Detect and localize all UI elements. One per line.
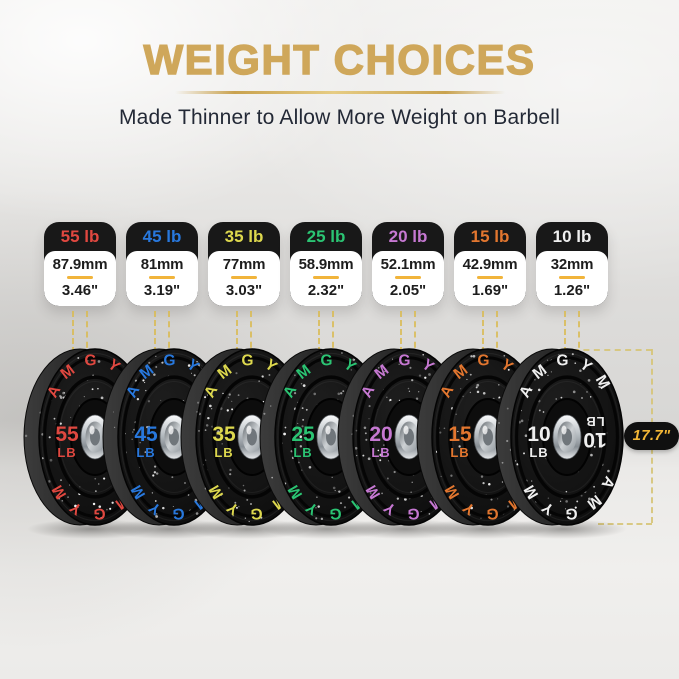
connector-dash-line [564, 311, 566, 353]
plate-weight-unit: LB [214, 445, 233, 460]
connector-dash-line [72, 311, 74, 353]
plate-weight-number: 45 [134, 423, 158, 446]
thickness-mm: 52.1mm [380, 256, 436, 273]
connector-dash-line [578, 311, 580, 358]
weight-label: 55 lb [60, 227, 100, 246]
connector-dash-line [86, 311, 88, 358]
title-underline [174, 91, 505, 94]
thickness-spec: 87.9mm 3.46" [44, 251, 116, 306]
connector-dash-line [414, 311, 416, 358]
plate-weight-unit: LB [57, 445, 76, 460]
spec-badges-row: 55 lb 87.9mm 3.46" 45 lb 81mm 3.19" 35 lb 77mm 3… [0, 222, 679, 310]
connector-dash-line [168, 311, 170, 358]
weight-label: 25 lb [306, 227, 346, 246]
plate-weight-number: 25 [291, 423, 315, 446]
plate-weight-unit: LB [450, 445, 469, 460]
weight-label: 10 lb [552, 227, 592, 246]
plate-weight-number: 15 [448, 423, 472, 446]
weight-label: 15 lb [470, 227, 510, 246]
plate-weight-number: 10 [527, 423, 550, 446]
plate-weight-number: 20 [369, 423, 392, 446]
spec-divider [477, 276, 503, 279]
spec-divider [149, 276, 175, 279]
steel-hub [394, 414, 424, 460]
thickness-spec: 58.9mm 2.32" [290, 251, 362, 306]
thickness-inch: 2.05" [389, 282, 427, 299]
spec-badge-15lb: 15 lb 42.9mm 1.69" [454, 222, 526, 306]
spec-badge-35lb: 35 lb 77mm 3.03" [208, 222, 280, 306]
thickness-inch: 3.03" [225, 282, 263, 299]
plate-weight-unit: LB [136, 445, 155, 460]
spec-badge-20lb: 20 lb 52.1mm 2.05" [372, 222, 444, 306]
diameter-badge: 17.7" [624, 422, 679, 450]
plate-weight-number: 35 [212, 423, 236, 446]
connector-dash-line [236, 311, 238, 353]
thickness-spec: 32mm 1.26" [536, 251, 608, 306]
diameter-bracket-top-line [573, 349, 652, 351]
spec-divider [67, 276, 93, 279]
connector-dash-line [400, 311, 402, 353]
thickness-inch: 1.26" [553, 282, 591, 299]
thickness-inch: 3.19" [143, 282, 181, 299]
diameter-bracket-bottom-line [598, 523, 652, 525]
thickness-inch: 2.32" [307, 282, 345, 299]
spec-badge-10lb: 10 lb 32mm 1.26" [536, 222, 608, 306]
thickness-mm: 81mm [140, 256, 184, 273]
spec-divider [231, 276, 257, 279]
spec-divider [559, 276, 585, 279]
connector-dash-line [250, 311, 252, 358]
spec-divider [395, 276, 421, 279]
spec-divider [313, 276, 339, 279]
weight-label: 20 lb [388, 227, 428, 246]
thickness-mm: 58.9mm [298, 256, 354, 273]
connector-dash-line [496, 311, 498, 358]
connector-dash-line [318, 311, 320, 353]
plate-weight-unit: LB [371, 445, 390, 460]
plate-weight-unit: LB [529, 445, 548, 460]
page-subtitle: Made Thinner to Allow More Weight on Bar… [118, 106, 561, 129]
plate-weight-number: 55 [55, 423, 79, 446]
steel-hub [552, 414, 582, 460]
weight-label: 45 lb [142, 227, 182, 246]
thickness-mm: 87.9mm [52, 256, 108, 273]
thickness-mm: 32mm [550, 256, 594, 273]
steel-hub [237, 414, 267, 460]
thickness-inch: 3.46" [61, 282, 99, 299]
plate-weight-unit: LB [585, 414, 604, 429]
plate-weight-number: 10 [583, 428, 606, 451]
steel-hub [80, 414, 110, 460]
connector-dash-line [154, 311, 156, 353]
plate-weight-unit: LB [293, 445, 312, 460]
spec-badge-45lb: 45 lb 81mm 3.19" [126, 222, 198, 306]
thickness-mm: 77mm [222, 256, 266, 273]
header: WEIGHT CHOICES Made Thinner to Allow Mor… [0, 35, 679, 130]
steel-hub [473, 414, 503, 460]
page-title: WEIGHT CHOICES [143, 35, 536, 83]
connector-dash-line [332, 311, 334, 358]
thickness-inch: 1.69" [471, 282, 509, 299]
weight-label: 35 lb [224, 227, 264, 246]
thickness-spec: 52.1mm 2.05" [372, 251, 444, 306]
spec-badge-25lb: 25 lb 58.9mm 2.32" [290, 222, 362, 306]
connector-dash-line [482, 311, 484, 353]
thickness-spec: 77mm 3.03" [208, 251, 280, 306]
thickness-spec: 42.9mm 1.69" [454, 251, 526, 306]
diameter-value: 17.7" [632, 427, 671, 444]
spec-badge-55lb: 55 lb 87.9mm 3.46" [44, 222, 116, 306]
thickness-mm: 42.9mm [462, 256, 518, 273]
thickness-spec: 81mm 3.19" [126, 251, 198, 306]
